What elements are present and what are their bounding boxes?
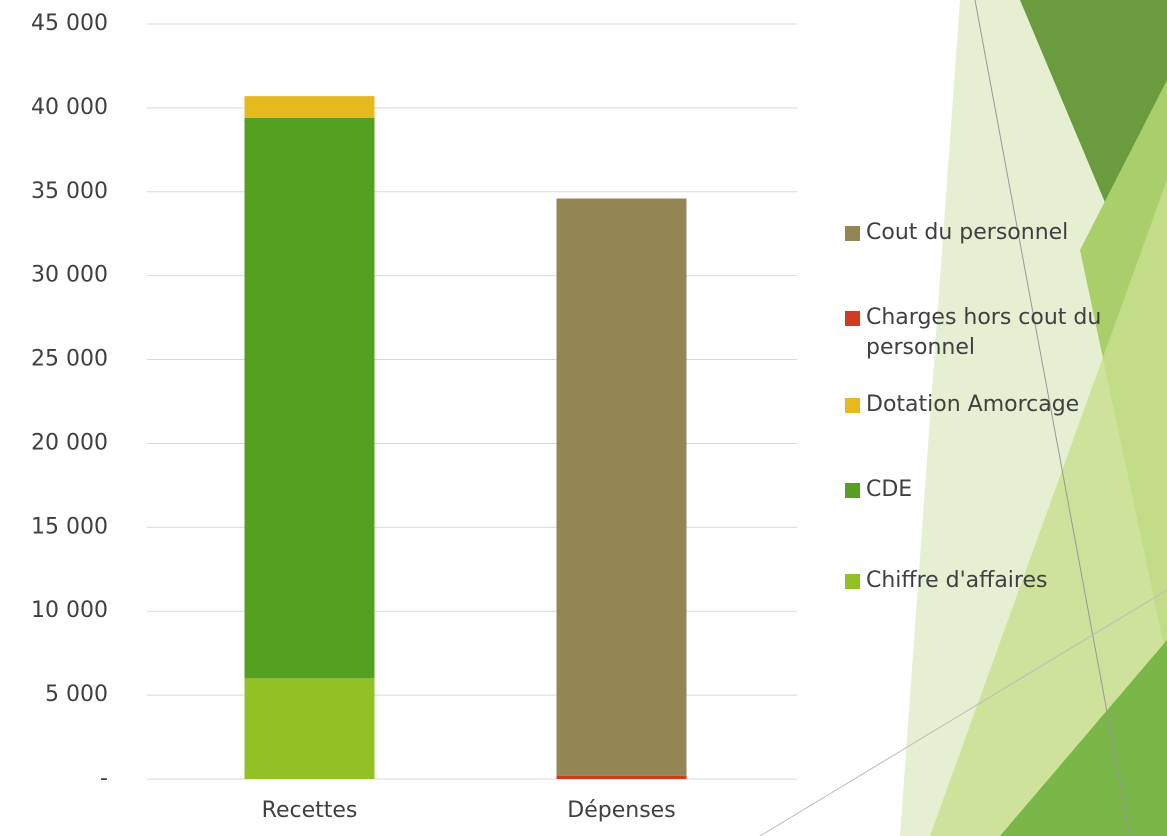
bar-segment — [557, 776, 687, 779]
x-tick-label: Recettes — [262, 798, 358, 823]
bar-segment — [245, 678, 375, 779]
y-tick-label: 25 000 — [31, 347, 108, 372]
legend-label: Cout du personnel — [866, 218, 1136, 248]
y-tick-label: 10 000 — [31, 598, 108, 623]
legend-swatch — [845, 483, 860, 498]
legend-item: Cout du personnel — [845, 218, 1145, 248]
y-tick-label: 15 000 — [31, 514, 108, 539]
legend-label: CDE — [866, 475, 1136, 505]
x-tick-label: Dépenses — [567, 798, 675, 823]
legend-label: Chiffre d'affaires — [866, 566, 1136, 596]
legend-swatch — [845, 226, 860, 241]
legend-swatch — [845, 574, 860, 589]
legend-label: Charges hors cout du personnel — [866, 303, 1136, 363]
slide: - 5 000 10 000 15 000 20 000 25 000 30 000 35 0… — [0, 0, 1167, 836]
y-tick-label: 30 000 — [31, 263, 108, 288]
legend-item: Chiffre d'affaires — [845, 566, 1145, 596]
bar-segment — [557, 198, 687, 775]
legend-swatch — [845, 311, 860, 326]
y-tick-label: 35 000 — [31, 179, 108, 204]
legend-item: Dotation Amorcage — [845, 390, 1145, 420]
legend-swatch — [845, 398, 860, 413]
y-tick-label: 5 000 — [45, 682, 108, 707]
y-tick-label: 45 000 — [31, 11, 108, 36]
y-tick-label: - — [100, 766, 108, 791]
legend-item: Charges hors cout du personnel — [845, 303, 1145, 363]
bar-segment — [245, 96, 375, 118]
y-tick-label: 40 000 — [31, 95, 108, 120]
bar-segment — [245, 118, 375, 678]
y-tick-label: 20 000 — [31, 430, 108, 455]
legend-item: CDE — [845, 475, 1145, 505]
legend-label: Dotation Amorcage — [866, 390, 1136, 420]
